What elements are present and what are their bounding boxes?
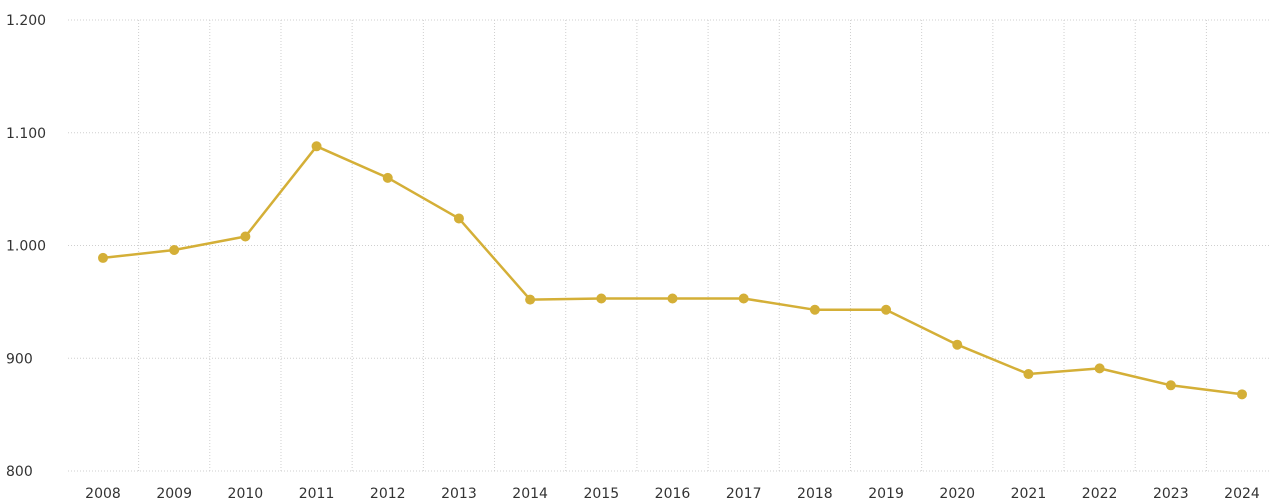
data-point — [1094, 363, 1105, 374]
data-point — [169, 245, 180, 256]
y-tick-label: 800 — [6, 464, 33, 480]
data-point — [952, 339, 963, 350]
x-tick-label: 2012 — [370, 486, 406, 502]
y-axis-labels: 800 900 1.000 1.100 1.200 — [6, 13, 46, 480]
x-tick-label: 2021 — [1011, 486, 1047, 502]
x-tick-label: 2018 — [797, 486, 833, 502]
data-point — [809, 304, 820, 315]
grid — [68, 19, 1270, 472]
data-point — [240, 231, 251, 242]
data-point — [667, 293, 678, 304]
x-tick-label: 2022 — [1082, 486, 1118, 502]
data-point — [881, 304, 892, 315]
x-tick-label: 2023 — [1153, 486, 1189, 502]
series-line — [101, 145, 1244, 396]
data-point — [1237, 389, 1247, 400]
x-tick-label: 2017 — [726, 486, 762, 502]
x-tick-label: 2014 — [512, 486, 548, 502]
x-tick-label: 2020 — [939, 486, 975, 502]
data-point — [453, 213, 464, 224]
y-tick-label: 900 — [6, 351, 33, 367]
x-tick-label: 2024 — [1224, 486, 1260, 502]
data-point — [596, 293, 607, 304]
data-point — [738, 293, 749, 304]
data-points — [98, 141, 1247, 400]
data-point — [311, 141, 322, 152]
x-tick-label: 2011 — [299, 486, 335, 502]
y-tick-label: 1.200 — [6, 13, 46, 29]
x-tick-label: 2008 — [85, 486, 121, 502]
x-tick-label: 2015 — [583, 486, 619, 502]
data-point — [98, 252, 108, 263]
x-axis-labels: 2008 2009 2010 2011 2012 2013 2014 2015 2016 2017… — [85, 486, 1260, 502]
data-point — [382, 172, 393, 183]
data-point — [1023, 369, 1034, 380]
x-tick-label: 2010 — [228, 486, 264, 502]
x-tick-label: 2019 — [868, 486, 904, 502]
x-tick-label: 2009 — [156, 486, 192, 502]
y-tick-label: 1.000 — [6, 239, 46, 255]
x-tick-label: 2013 — [441, 486, 477, 502]
series — [101, 145, 1244, 396]
data-point — [525, 294, 536, 305]
y-tick-label: 1.100 — [6, 126, 46, 142]
x-tick-label: 2016 — [655, 486, 691, 502]
data-point — [1165, 380, 1176, 391]
